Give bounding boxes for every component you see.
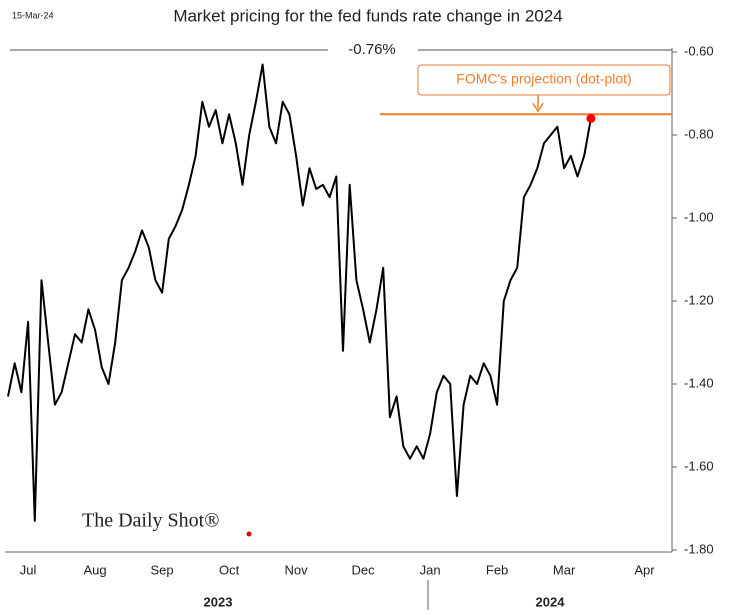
- annotation: -0.76%: [348, 41, 396, 58]
- date-label: 15-Mar-24: [12, 10, 54, 20]
- y-tick-label: -0.60: [684, 43, 714, 58]
- y-tick-label: -1.80: [684, 541, 714, 556]
- y-tick-label: -1.00: [684, 209, 714, 224]
- reference-label: FOMC's projection (dot-plot): [456, 71, 631, 87]
- y-tick-label: -1.20: [684, 292, 714, 307]
- x-tick-label: Feb: [486, 562, 508, 577]
- y-tick-label: -0.80: [684, 126, 714, 141]
- x-tick-label: Oct: [219, 562, 240, 577]
- reference-arrow: [532, 95, 544, 113]
- x-tick-label: Apr: [634, 562, 655, 577]
- end-marker: [586, 113, 596, 123]
- x-tick-label: Aug: [84, 562, 107, 577]
- x-tick-label: Jan: [420, 562, 441, 577]
- x-tick-label: Jul: [20, 562, 37, 577]
- year-label: 2024: [536, 594, 566, 609]
- x-tick-label: Sep: [151, 562, 174, 577]
- series-line: [7, 63, 592, 522]
- y-tick-label: -1.40: [684, 375, 714, 390]
- x-tick-label: Nov: [285, 562, 309, 577]
- source-logo: The Daily Shot®: [82, 510, 219, 532]
- reference-label-box: [417, 64, 671, 96]
- logo-dot: [246, 531, 252, 537]
- year-label: 2023: [204, 594, 233, 609]
- x-tick-label: Mar: [553, 562, 576, 577]
- y-tick-label: -1.60: [684, 458, 714, 473]
- chart-title: Market pricing for the fed funds rate ch…: [173, 6, 562, 25]
- x-tick-label: Dec: [352, 562, 376, 577]
